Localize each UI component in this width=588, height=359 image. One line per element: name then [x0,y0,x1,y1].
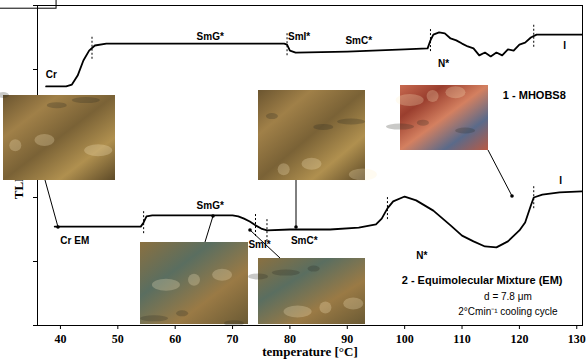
svg-text:120: 120 [510,332,528,346]
svg-text:SmC*: SmC* [291,235,318,246]
svg-text:60: 60 [169,332,181,346]
svg-text:2 - Equimolecular Mixture (EM): 2 - Equimolecular Mixture (EM) [402,274,563,286]
svg-text:I: I [563,40,566,51]
svg-text:110: 110 [453,332,470,346]
svg-text:40: 40 [54,332,66,346]
svg-text:SmI*: SmI* [288,31,310,42]
svg-text:50: 50 [112,332,124,346]
svg-text:100: 100 [396,332,414,346]
svg-text:SmG*: SmG* [197,31,224,42]
svg-text:2°Cmin⁻¹ cooling cycle: 2°Cmin⁻¹ cooling cycle [458,306,558,317]
svg-text:SmI*: SmI* [248,239,270,250]
svg-text:70: 70 [227,332,239,346]
svg-text:temperature [°C]: temperature [°C] [262,344,358,359]
svg-text:N*: N* [438,58,449,69]
svg-text:d = 7.8 μm: d = 7.8 μm [484,291,532,302]
svg-text:Cr: Cr [46,69,57,80]
svg-text:SmG*: SmG* [197,200,224,211]
svg-text:I: I [559,175,562,186]
svg-text:90: 90 [341,332,354,346]
svg-text:130: 130 [568,332,586,346]
svg-text:N*: N* [416,250,427,261]
svg-text:1 - MHOBS8: 1 - MHOBS8 [503,89,566,101]
svg-text:Cr EM: Cr EM [60,235,89,246]
svg-text:80: 80 [283,332,296,346]
svg-text:SmC*: SmC* [345,35,372,46]
